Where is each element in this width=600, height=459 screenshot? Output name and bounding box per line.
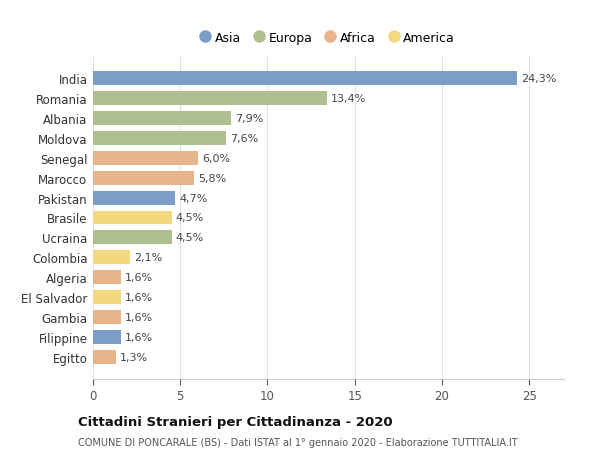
Text: 1,6%: 1,6% <box>125 273 154 283</box>
Bar <box>93 330 121 344</box>
Bar <box>93 211 172 225</box>
Text: COMUNE DI PONCARALE (BS) - Dati ISTAT al 1° gennaio 2020 - Elaborazione TUTTITAL: COMUNE DI PONCARALE (BS) - Dati ISTAT al… <box>78 437 518 447</box>
Bar <box>93 310 121 325</box>
Bar <box>93 112 231 126</box>
Text: Cittadini Stranieri per Cittadinanza - 2020: Cittadini Stranieri per Cittadinanza - 2… <box>78 415 392 428</box>
Text: 1,6%: 1,6% <box>125 292 154 302</box>
Bar <box>93 72 517 86</box>
Bar <box>93 291 121 304</box>
Text: 1,6%: 1,6% <box>125 313 154 322</box>
Bar <box>93 251 130 265</box>
Text: 6,0%: 6,0% <box>202 153 230 163</box>
Bar <box>93 271 121 285</box>
Legend: Asia, Europa, Africa, America: Asia, Europa, Africa, America <box>199 28 458 49</box>
Bar <box>93 350 116 364</box>
Bar <box>93 92 327 106</box>
Text: 2,1%: 2,1% <box>134 253 162 263</box>
Text: 4,5%: 4,5% <box>176 213 204 223</box>
Bar <box>93 231 172 245</box>
Text: 4,5%: 4,5% <box>176 233 204 243</box>
Text: 24,3%: 24,3% <box>521 74 557 84</box>
Bar <box>93 132 226 146</box>
Text: 13,4%: 13,4% <box>331 94 367 104</box>
Bar <box>93 191 175 205</box>
Text: 5,8%: 5,8% <box>199 174 227 183</box>
Text: 7,9%: 7,9% <box>235 114 263 123</box>
Bar <box>93 171 194 185</box>
Text: 1,6%: 1,6% <box>125 332 154 342</box>
Text: 7,6%: 7,6% <box>230 134 258 144</box>
Text: 1,3%: 1,3% <box>120 352 148 362</box>
Bar <box>93 151 197 165</box>
Text: 4,7%: 4,7% <box>179 193 208 203</box>
